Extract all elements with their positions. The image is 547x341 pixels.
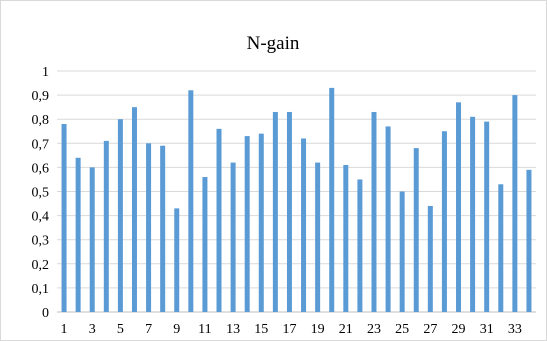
x-tick-label: 19: [311, 322, 325, 337]
y-tick-label: 0,2: [32, 258, 50, 273]
bar: [470, 116, 476, 312]
bar: [146, 143, 152, 312]
x-tick-label: 21: [339, 322, 353, 337]
bar: [441, 131, 447, 312]
chart-title: N-gain: [247, 33, 300, 54]
bar: [329, 87, 335, 313]
bar: [456, 102, 462, 312]
y-tick-label: 0,8: [32, 113, 50, 128]
y-tick-label: 0,7: [32, 137, 50, 152]
bar: [61, 124, 67, 313]
bar: [413, 148, 419, 312]
x-tick-label: 9: [173, 322, 180, 337]
x-tick-label: 7: [145, 322, 152, 337]
bar: [160, 145, 166, 312]
bar: [301, 138, 307, 312]
bar: [385, 126, 391, 313]
y-tick-label: 0,9: [32, 89, 50, 104]
x-tick-label: 29: [452, 322, 466, 337]
x-tick-label: 1: [61, 322, 68, 337]
bar: [75, 157, 81, 312]
bar: [103, 140, 109, 312]
bar: [498, 184, 504, 312]
y-tick-label: 0: [42, 306, 49, 321]
gridlines: [57, 70, 536, 313]
y-tick-label: 0,1: [32, 282, 50, 297]
y-tick-label: 0,3: [32, 234, 50, 249]
bar: [399, 191, 405, 312]
bar: [272, 111, 278, 312]
bar: [131, 107, 137, 313]
bar: [89, 167, 95, 312]
bar: [315, 162, 321, 312]
bar: [117, 119, 123, 312]
x-tick-label: 5: [117, 322, 124, 337]
x-tick-label: 33: [508, 322, 522, 337]
x-tick-label: 23: [367, 322, 381, 337]
bar: [258, 133, 264, 312]
x-tick-label: 27: [423, 322, 437, 337]
x-tick-label: 13: [226, 322, 240, 337]
y-tick-label: 0,4: [32, 210, 50, 225]
x-tick-label: 11: [198, 322, 211, 337]
bar: [526, 169, 532, 312]
bars: [61, 87, 532, 313]
x-tick-label: 31: [480, 322, 494, 337]
y-tick-label: 1: [42, 65, 49, 80]
bar: [244, 136, 250, 312]
x-tick-label: 15: [254, 322, 268, 337]
x-axis-ticks: 1 3 5 7 9 11 13 15 17 19 21 23 25 27 29 31 33: [61, 322, 522, 337]
bar: [343, 164, 349, 312]
bar: [286, 111, 292, 312]
x-tick-label: 25: [395, 322, 409, 337]
bar: [188, 90, 194, 312]
x-tick-label: 17: [282, 322, 296, 337]
bar: [512, 95, 518, 312]
bar: [174, 208, 180, 312]
x-tick-label: 3: [89, 322, 96, 337]
y-tick-label: 0,6: [32, 161, 50, 176]
bar: [230, 162, 236, 312]
y-tick-label: 0,5: [32, 186, 50, 201]
bar: [484, 121, 490, 312]
bar: [216, 128, 222, 312]
y-axis-ticks: 0 0,1 0,2 0,3 0,4 0,5 0,6 0,7 0,8 0,9 1: [32, 65, 50, 321]
bar: [427, 205, 433, 312]
bar: [202, 177, 208, 312]
bar: [371, 111, 377, 312]
bar: [357, 179, 363, 312]
